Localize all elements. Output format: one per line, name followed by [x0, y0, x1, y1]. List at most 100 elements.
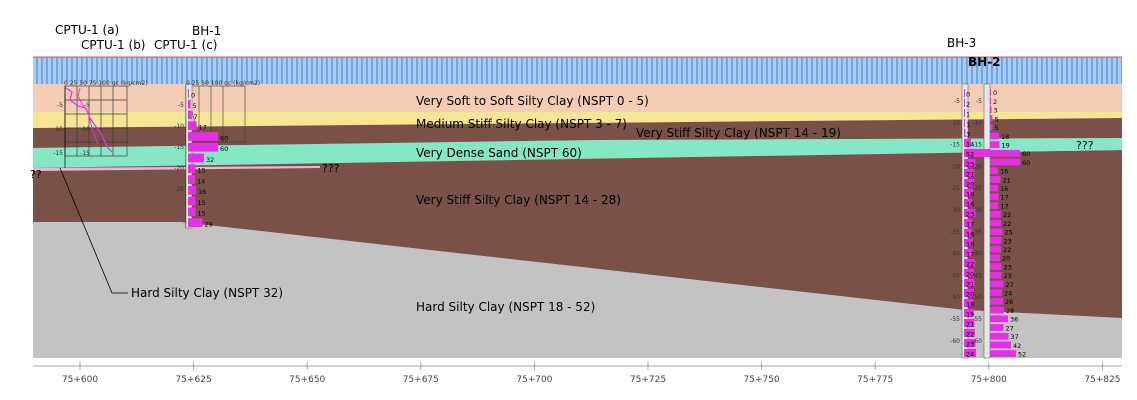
nspt-bar: [964, 319, 975, 327]
depth-tick-label: -10: [174, 123, 184, 130]
depth-tick-label: -20: [950, 163, 960, 170]
nspt-bar: [990, 132, 999, 140]
nspt-value: 23: [1004, 272, 1012, 280]
nspt-value: 21: [966, 321, 974, 329]
unknown-mark-right: ???: [1076, 139, 1094, 152]
depth-tick-label: -50: [950, 294, 960, 301]
nspt-value: 60: [220, 134, 228, 142]
depth-tick-label: -40: [950, 251, 960, 258]
station-label: 75+725: [630, 375, 666, 385]
nspt-bar: [964, 119, 965, 127]
unknown-mark-mid: ???: [322, 162, 340, 175]
station-axis: 75+600 75+625 75+650 75+675 75+700 75+725 75+7…: [33, 362, 1122, 385]
nspt-bar: [990, 176, 1001, 183]
nspt-bar: [188, 185, 196, 195]
nspt-bar: [990, 115, 993, 122]
nspt-bar: [964, 159, 976, 167]
nspt-value: 26: [1005, 298, 1013, 306]
depth-tick-label: -35: [972, 229, 982, 236]
nspt-bar: [990, 123, 993, 131]
nspt-value: 3: [966, 131, 970, 139]
cpt-scale-label-left: 0 25 50 75 100 qc (kg/cm2): [64, 80, 148, 87]
nspt-value: 20: [966, 271, 974, 279]
depth-tick-label: -25: [174, 186, 184, 193]
station-label: 75+650: [289, 375, 325, 385]
nspt-bar: [964, 99, 965, 107]
nspt-bar: [990, 97, 991, 105]
nspt-value: 15: [198, 167, 206, 175]
depth-tick-label: -5: [57, 102, 63, 109]
label-bh-1: BH-1: [192, 24, 221, 38]
nspt-bar: [990, 106, 992, 114]
nspt-bar: [964, 229, 972, 237]
nspt-value: 23: [966, 161, 974, 169]
station-label: 75+825: [1084, 375, 1120, 385]
nspt-value: 22: [966, 331, 974, 339]
nspt-bar: [188, 196, 196, 206]
layer-medium-stiff-silty-clay: [33, 112, 1122, 128]
layer-label-very-stiff-upper: Very Stiff Silty Clay (NSPT 14 - 19): [636, 126, 841, 140]
nspt-bar: [188, 142, 218, 152]
nspt-bar: [990, 306, 1004, 314]
depth-tick-label: -60: [972, 338, 982, 345]
depth-tick-label: -60: [950, 338, 960, 345]
nspt-value: 23: [1004, 237, 1012, 245]
nspt-value: 16: [966, 201, 974, 209]
nspt-bar: [990, 245, 1001, 253]
nspt-value: 1: [966, 111, 970, 119]
nspt-bar: [964, 139, 971, 147]
depth-tick-label: -25: [972, 185, 982, 192]
nspt-bar: [964, 259, 975, 267]
depth-tick-label: -45: [972, 272, 982, 279]
nspt-bars-bh2: 0235518196060162116171722222523222023232…: [990, 89, 1030, 359]
nspt-bar: [990, 298, 1003, 305]
nspt-value: 20: [1002, 255, 1010, 263]
depth-tick-label: -55: [972, 316, 982, 323]
nspt-value: 16: [1000, 185, 1008, 193]
nspt-value: 23: [966, 211, 974, 219]
nspt-value: 27: [1006, 324, 1014, 332]
nspt-bar: [188, 89, 189, 98]
nspt-bars-bh3: 0211314522321201816231716181722202120181…: [964, 89, 990, 359]
nspt-value: 17: [966, 221, 974, 229]
nspt-value: 19: [966, 311, 974, 319]
cptu-qc-trace-left-2: [77, 87, 99, 145]
nspt-value: 15: [198, 210, 206, 218]
nspt-bar: [188, 175, 195, 184]
nspt-value: 19: [1002, 141, 1010, 149]
nspt-bar: [188, 218, 203, 227]
nspt-bar: [964, 209, 976, 217]
layer-very-stiff-silty-clay-upper: [33, 118, 1122, 148]
depth-tick-label: -40: [972, 251, 982, 258]
nspt-bar: [964, 239, 973, 247]
depth-tick-label: -15: [174, 144, 184, 151]
nspt-bar: [964, 189, 973, 197]
nspt-value: 60: [1022, 159, 1030, 167]
nspt-bar: [964, 149, 990, 157]
nspt-bar: [990, 202, 999, 209]
nspt-bar: [990, 289, 1002, 297]
depth-tick-label: -15: [80, 150, 90, 157]
nspt-value: 21: [966, 281, 974, 289]
nspt-value: 0: [966, 91, 970, 99]
nspt-value: 52: [1018, 351, 1026, 359]
nspt-bar: [990, 350, 1016, 357]
nspt-value: 15: [198, 199, 206, 207]
nspt-value: 36: [1010, 316, 1018, 324]
water-hatch: [33, 57, 1122, 84]
nspt-value: 22: [1003, 246, 1011, 254]
station-label: 75+625: [176, 375, 212, 385]
nspt-bar: [990, 271, 1002, 279]
sand-lens-line: [33, 166, 320, 171]
nspt-value: 60: [220, 145, 228, 153]
nspt-value: 20: [966, 181, 974, 189]
depth-tick-label: -45: [950, 272, 960, 279]
nspt-bar: [964, 89, 965, 97]
nspt-bar: [990, 254, 1000, 262]
nspt-value: 21: [1003, 176, 1011, 184]
layer-label-medium-stiff: Medium Stiff Silty Clay (NSPT 3 - 7): [416, 117, 627, 131]
layer-very-stiff-silty-clay: [33, 150, 1122, 318]
nspt-bar: [964, 309, 974, 317]
nspt-value: 5: [995, 115, 999, 123]
nspt-value: 5: [995, 124, 999, 132]
